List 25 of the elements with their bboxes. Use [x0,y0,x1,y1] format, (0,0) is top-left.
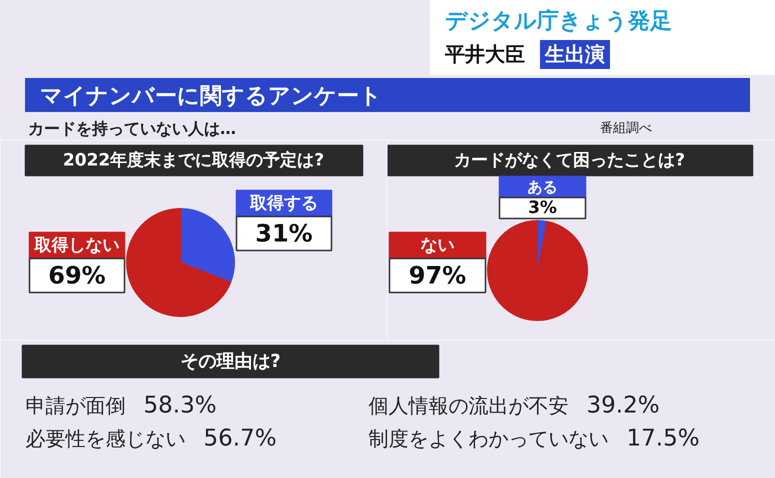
data-label: 69% [48,262,106,290]
data-label: 3% [528,198,557,218]
category-label: 必要性を感じない [26,426,186,450]
category-label: 制度をよくわかっていない [368,426,608,450]
text: 生出演 [540,40,610,69]
chart-title: カードがなくて困ったことは? [454,150,685,170]
data-label: 39.2% [586,392,660,418]
chart-title: 2022年度末までに取得の予定は? [62,150,324,170]
text: カードを持っていない人は… [28,118,236,140]
category-label: 申請が面倒 [26,394,126,418]
slice-label: 取得しない [34,236,120,256]
slice-label: ない [420,236,454,256]
data-label: 31% [255,220,313,248]
slice-label: ある [528,178,558,196]
text: その理由は? [180,351,281,372]
category-label: 個人情報の流出が不安 [368,394,568,418]
data-label: 56.7% [204,426,277,452]
slice-label: 取得する [249,194,318,214]
text: 平井大臣 [445,41,525,68]
text: マイナンバーに関するアンケート [40,83,382,111]
data-label: 17.5% [626,426,700,452]
data-label: 58.3% [144,392,217,418]
text: 番組調べ [600,120,652,138]
data-label: 97% [408,262,466,290]
text: デジタル庁きょう発足 [445,8,672,36]
